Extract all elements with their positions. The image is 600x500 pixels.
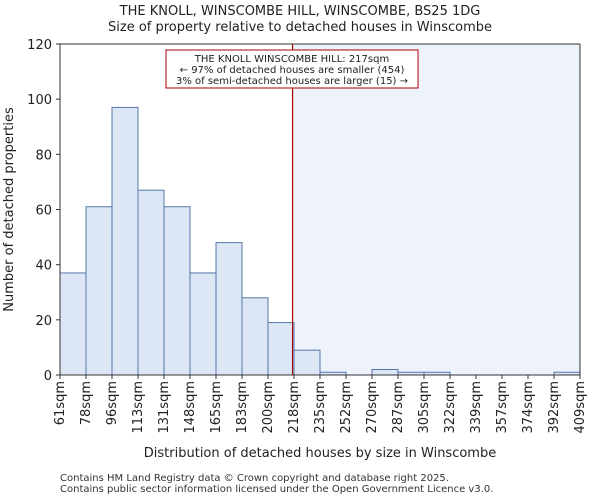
- y-tick-label: 80: [35, 148, 52, 163]
- x-tick-label: 96sqm: [105, 381, 120, 425]
- x-tick-label: 148sqm: [183, 381, 198, 434]
- x-tick-label: 409sqm: [573, 381, 588, 434]
- bar: [215, 242, 243, 376]
- x-tick-label: 270sqm: [365, 381, 380, 434]
- bar: [293, 349, 321, 376]
- chart-title: THE KNOLL, WINSCOMBE HILL, WINSCOMBE, BS…: [119, 4, 481, 19]
- x-tick-label: 252sqm: [339, 381, 354, 434]
- annotation-line-2: ← 97% of detached houses are smaller (45…: [180, 65, 405, 76]
- x-tick-label: 235sqm: [313, 381, 328, 434]
- x-tick-label: 165sqm: [209, 381, 224, 434]
- x-tick-label: 218sqm: [287, 381, 302, 434]
- x-tick-label: 322sqm: [443, 381, 458, 434]
- x-tick-label: 392sqm: [547, 381, 562, 434]
- bar: [111, 106, 139, 376]
- x-tick-label: 339sqm: [469, 381, 484, 434]
- x-tick-label: 183sqm: [235, 381, 250, 434]
- footer-attribution-1: Contains HM Land Registry data © Crown c…: [60, 473, 449, 484]
- x-tick-label: 305sqm: [417, 381, 432, 434]
- annotation-line-3: 3% of semi-detached houses are larger (1…: [176, 76, 408, 87]
- bar: [371, 368, 399, 376]
- y-tick-label: 100: [27, 93, 52, 108]
- x-tick-label: 113sqm: [131, 381, 146, 434]
- bar: [137, 189, 165, 376]
- x-axis-label: Distribution of detached houses by size …: [144, 446, 496, 461]
- larger-region-shade: [292, 44, 580, 375]
- bar: [59, 272, 87, 376]
- bar: [189, 272, 217, 376]
- footer-attribution-2: Contains public sector information licen…: [60, 484, 494, 495]
- x-tick-label: 374sqm: [521, 381, 536, 434]
- x-tick-label: 357sqm: [495, 381, 510, 434]
- bar: [241, 297, 269, 376]
- x-tick-label: 131sqm: [157, 381, 172, 434]
- y-axis-label: Number of detached properties: [2, 107, 17, 312]
- bar: [85, 206, 113, 376]
- x-tick-label: 287sqm: [391, 381, 406, 434]
- annotation-line-1: THE KNOLL WINSCOMBE HILL: 217sqm: [194, 54, 389, 65]
- bar: [267, 322, 295, 376]
- chart-subtitle: Size of property relative to detached ho…: [108, 20, 492, 35]
- x-tick-label: 78sqm: [79, 381, 94, 425]
- x-tick-label: 61sqm: [53, 381, 68, 425]
- annotation-box: [165, 49, 419, 89]
- y-tick-label: 60: [35, 204, 52, 219]
- bar: [163, 206, 191, 376]
- y-tick-label: 40: [35, 259, 52, 274]
- x-tick-label: 200sqm: [261, 381, 276, 434]
- y-tick-label: 0: [44, 369, 52, 384]
- y-tick-label: 120: [27, 38, 52, 53]
- y-tick-label: 20: [35, 314, 52, 329]
